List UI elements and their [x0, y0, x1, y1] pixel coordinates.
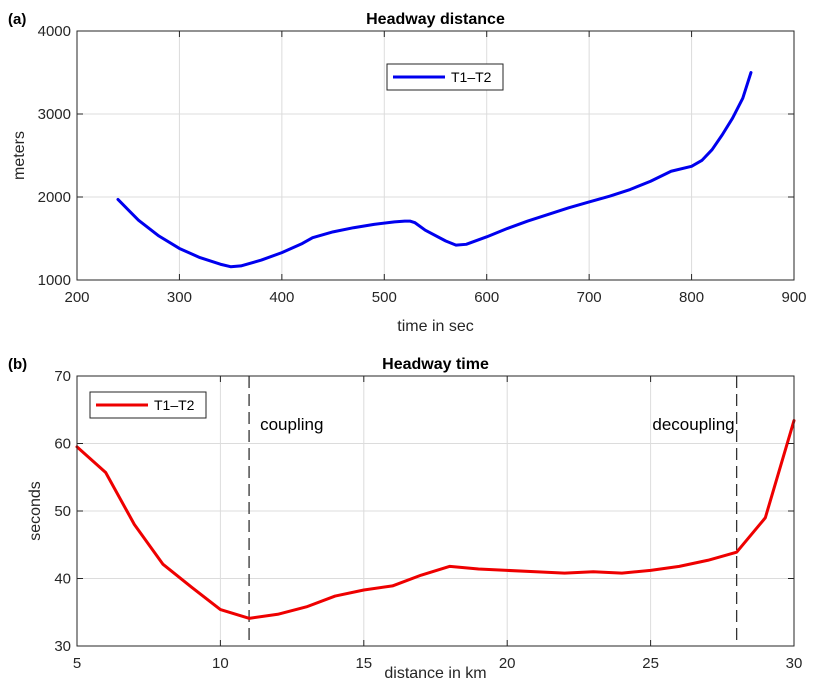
chart-title: Headway distance: [366, 11, 505, 28]
legend: T1–T2: [89, 391, 207, 419]
plot-frame: [76, 30, 795, 281]
x-tick-label: 700: [577, 289, 602, 306]
x-tick-label: 25: [642, 655, 659, 672]
headway-distance-chart: 200 300 400 500 600 700 800 900 1000 2000 3000 4000…: [8, 11, 807, 335]
event-marker-label: decoupling: [652, 415, 734, 434]
x-tick-label: 200: [64, 289, 89, 306]
headway-time-chart: coupling decoupling 5 10 15 20 25 30 30 40 50 60 70 H…: [8, 356, 802, 682]
series-line: [116, 71, 753, 269]
y-tick-label: 40: [54, 571, 71, 588]
y-tick-label: 4000: [38, 23, 71, 40]
x-axis-label: distance in km: [384, 665, 486, 682]
y-tick-label: 2000: [38, 189, 71, 206]
legend-entry: T1–T2: [451, 69, 492, 85]
y-tick-label: 30: [54, 638, 71, 655]
series-line: [75, 419, 796, 620]
x-tick-label: 20: [499, 655, 516, 672]
y-tick-label: 60: [54, 436, 71, 453]
x-tick-label: 400: [269, 289, 294, 306]
event-marker-label: coupling: [260, 415, 323, 434]
chart-title: Headway time: [382, 356, 489, 373]
panel-label: (b): [8, 356, 27, 373]
x-tick-label: 10: [212, 655, 229, 672]
x-tick-label: 600: [474, 289, 499, 306]
y-axis-label: seconds: [27, 481, 44, 541]
panel-label: (a): [8, 11, 26, 28]
x-tick-label: 30: [786, 655, 803, 672]
x-tick-label: 500: [372, 289, 397, 306]
x-axis-label: time in sec: [397, 318, 473, 335]
x-tick-label: 15: [355, 655, 372, 672]
y-tick-label: 3000: [38, 106, 71, 123]
legend: T1–T2: [386, 63, 504, 91]
legend-entry: T1–T2: [154, 397, 195, 413]
x-tick-label: 300: [167, 289, 192, 306]
y-tick-label: 70: [54, 368, 71, 385]
x-tick-label: 5: [73, 655, 81, 672]
y-tick-label: 50: [54, 503, 71, 520]
x-tick-label: 900: [781, 289, 806, 306]
y-tick-label: 1000: [38, 272, 71, 289]
x-tick-label: 800: [679, 289, 704, 306]
y-axis-label: meters: [11, 131, 28, 180]
